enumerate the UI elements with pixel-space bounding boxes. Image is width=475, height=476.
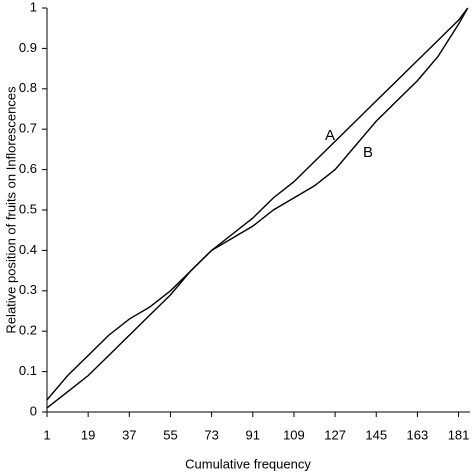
series-label: A bbox=[325, 127, 335, 144]
series-line bbox=[46, 7, 469, 401]
x-tick-label: 55 bbox=[163, 427, 177, 442]
series-label: B bbox=[363, 144, 373, 161]
y-tick-label: 0.4 bbox=[19, 242, 37, 257]
x-tick-label: 73 bbox=[204, 427, 218, 442]
y-tick-label: 0.7 bbox=[19, 121, 37, 136]
y-tick-label: 0.6 bbox=[19, 161, 37, 176]
y-tick-label: 0.9 bbox=[19, 40, 37, 55]
y-tick-label: 0.3 bbox=[19, 282, 37, 297]
x-tick-label: 19 bbox=[81, 427, 95, 442]
y-tick-label: 1 bbox=[30, 0, 37, 14]
x-tick-label: 109 bbox=[283, 427, 305, 442]
x-tick-label: 127 bbox=[324, 427, 346, 442]
x-tick-label: 91 bbox=[246, 427, 260, 442]
x-tick-label: 181 bbox=[448, 427, 470, 442]
y-axis-title: Relative position of fruits on Infloresc… bbox=[3, 86, 18, 334]
x-tick-label: 145 bbox=[365, 427, 387, 442]
y-tick-label: 0.5 bbox=[19, 201, 37, 216]
series-line bbox=[46, 7, 469, 409]
x-tick-label: 163 bbox=[407, 427, 429, 442]
x-tick-label: 37 bbox=[122, 427, 136, 442]
x-axis-title: Cumulative frequency bbox=[185, 456, 311, 471]
y-tick-label: 0.2 bbox=[19, 323, 37, 338]
y-tick-label: 0.8 bbox=[19, 80, 37, 95]
y-tick-label: 0 bbox=[30, 403, 37, 418]
x-tick-label: 1 bbox=[43, 427, 50, 442]
y-tick-label: 0.1 bbox=[19, 363, 37, 378]
